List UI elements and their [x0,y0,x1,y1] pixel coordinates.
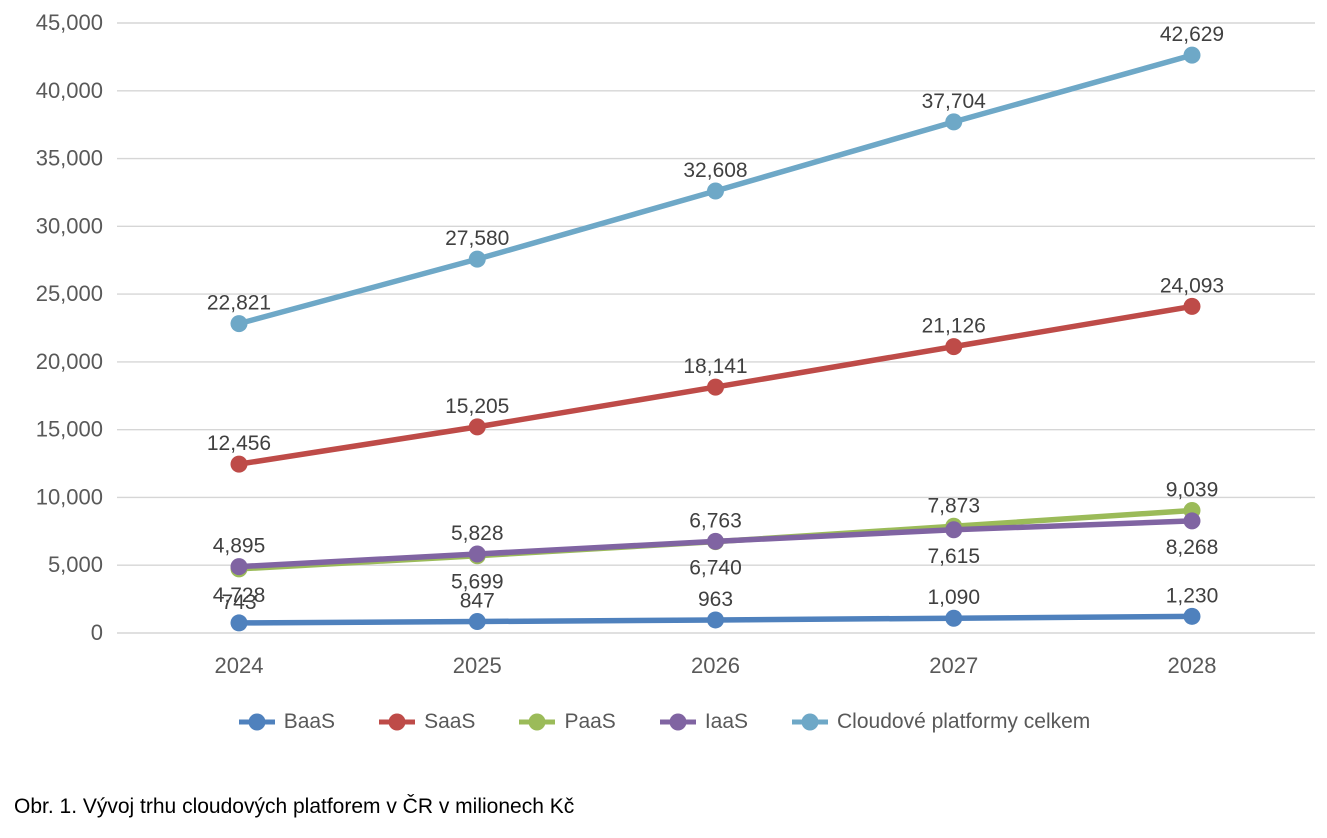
data-point [468,418,486,436]
data-point [945,609,963,627]
figure-caption: Obr. 1. Vývoj trhu cloudových platforem … [14,795,575,818]
data-label: 12,456 [207,432,271,455]
data-point [1183,607,1201,625]
data-label: 27,580 [445,227,509,250]
legend-label: Cloudové platformy celkem [837,710,1091,733]
data-point [230,614,248,632]
legend-item-saas: SaaS [377,710,475,734]
data-label: 15,205 [445,395,509,418]
x-tick-label: 2026 [691,653,740,678]
x-tick-label: 2024 [215,653,264,678]
data-point [468,250,486,268]
data-label: 7,615 [927,545,980,568]
data-point [707,182,724,200]
data-label: 21,126 [922,315,986,338]
legend-dot [388,713,406,731]
data-point [945,521,963,539]
line-chart: 0 5,000 10,000 15,000 20,000 25,000 30,000 35,0… [36,10,1315,678]
data-label: 963 [698,588,733,611]
y-tick-label: 35,000 [36,146,103,171]
series-cloudové-platformy-celkem [230,46,1201,333]
y-tick-label: 15,000 [36,417,103,442]
data-label: 6,740 [689,557,742,580]
data-point [1183,46,1201,64]
legend-dot [528,713,546,731]
data-point [1183,512,1201,530]
data-label: 1,230 [1166,584,1219,607]
x-tick-label: 2028 [1168,653,1217,678]
data-point [230,558,248,576]
y-axis-tick-labels: 0 5,000 10,000 15,000 20,000 25,000 30,000 35,0… [36,10,103,645]
legend-item-iaas: IaaS [658,710,748,734]
legend-dot [801,713,819,731]
data-label: 6,763 [689,509,742,532]
data-point [707,378,724,396]
data-point [468,545,486,563]
x-axis-tick-labels: 2024 2025 2026 2027 2028 [215,653,1217,678]
y-tick-label: 0 [91,620,103,645]
data-point [707,532,724,550]
labels-paas: 4,728 5,699 6,740 7,873 9,039 [213,478,1219,606]
x-tick-label: 2025 [453,653,502,678]
data-point [707,611,724,629]
y-tick-label: 45,000 [36,10,103,35]
legend-item-baas: BaaS [237,710,335,734]
series-iaas [230,512,1201,576]
legend-item-paas: PaaS [517,710,616,734]
data-label: 847 [460,590,495,613]
data-label: 42,629 [1160,23,1224,46]
data-label: 32,608 [683,159,747,182]
legend-marker-icon [379,713,416,731]
labels-iaas: 4,895 5,828 6,763 7,615 8,268 [213,509,1219,567]
legend-dot [248,713,266,731]
data-label: 7,873 [927,494,980,517]
data-point [1183,297,1201,315]
y-tick-label: 40,000 [36,78,103,103]
y-tick-label: 20,000 [36,349,103,374]
data-label: 24,093 [1160,274,1224,297]
legend-item-cloudové-platformy-celkem: Cloudové platformy celkem [790,710,1090,734]
x-tick-label: 2027 [929,653,978,678]
legend-label: SaaS [424,710,476,733]
legend-marker-icon [238,713,275,731]
legend-label: PaaS [564,710,616,733]
series-saas [230,297,1201,473]
data-point [945,113,963,131]
data-label: 4,895 [213,535,266,558]
legend-marker-icon [659,713,696,731]
data-point [230,315,248,333]
data-point [230,455,248,473]
data-point [468,613,486,631]
legend-marker-icon [519,713,556,731]
labels-baas: 743 847 963 1,090 1,230 [221,584,1218,614]
legend-label: IaaS [704,710,749,733]
labels-cloudové-platformy-celkem: 22,821 27,580 32,608 37,704 42,629 [207,23,1224,315]
y-tick-label: 5,000 [48,552,103,577]
legend-dot [669,713,687,731]
labels-saas: 12,456 15,205 18,141 21,126 24,093 [207,274,1224,455]
data-label: 5,828 [451,522,504,545]
data-label: 1,090 [927,586,980,609]
y-tick-label: 25,000 [36,281,103,306]
data-label: 22,821 [207,292,271,315]
y-tick-label: 10,000 [36,484,103,509]
data-label: 18,141 [683,355,747,378]
data-label: 8,268 [1166,536,1219,559]
data-label: 37,704 [922,90,987,113]
y-tick-label: 30,000 [36,213,103,238]
legend-label: BaaS [283,710,336,733]
data-label: 743 [221,591,256,614]
legend-marker-icon [792,713,829,731]
data-label: 4,728 [213,584,266,607]
chart-legend: BaaS SaaS PaaS IaaS Cloudové platformy celke… [0,707,1327,737]
data-label: 5,699 [451,571,504,594]
series-baas [230,607,1201,632]
data-label: 9,039 [1166,478,1219,501]
data-point [945,338,963,356]
